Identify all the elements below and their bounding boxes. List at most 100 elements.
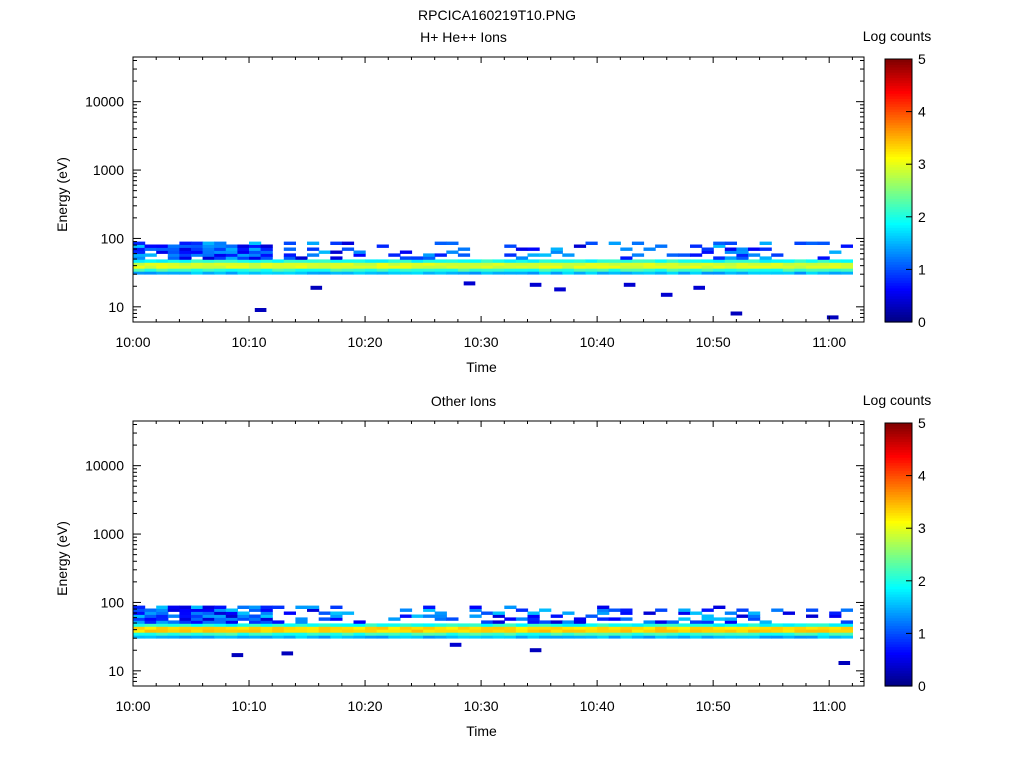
heatmap-cell (202, 247, 215, 251)
heatmap-cell (643, 623, 656, 627)
y-axis-label: Energy (eV) (54, 521, 70, 596)
heatmap-cell (713, 244, 726, 248)
heatmap-cell (643, 265, 656, 269)
heatmap-cell (666, 262, 679, 266)
heatmap-cell (214, 635, 227, 639)
heatmap-cell (527, 626, 540, 630)
heatmap-cell (249, 271, 262, 275)
heatmap-cell (423, 268, 436, 272)
heatmap-cell (260, 259, 273, 263)
heatmap-cell (631, 629, 645, 633)
heatmap-cell (469, 623, 482, 627)
heatmap-cell (156, 247, 169, 251)
heatmap-cell (748, 626, 761, 630)
heatmap-cell (318, 629, 331, 633)
x-tick-label: 10:00 (115, 698, 150, 714)
heatmap-cell (724, 256, 737, 260)
heatmap-cell (597, 635, 610, 639)
heatmap-cell (736, 262, 749, 266)
heatmap-cell (562, 635, 575, 639)
heatmap-cell (411, 635, 424, 639)
colorbar-tick-label: 4 (918, 468, 926, 484)
heatmap-cell (678, 265, 691, 269)
heatmap-cell (469, 632, 482, 636)
heatmap-cell (817, 626, 830, 630)
heatmap-cell (690, 620, 703, 624)
heatmap-cell (330, 632, 343, 636)
heatmap-cell (411, 614, 424, 618)
heatmap-cell (283, 626, 296, 630)
heatmap-cell (608, 268, 621, 272)
heatmap-cell (341, 623, 355, 627)
heatmap-cell (481, 635, 494, 639)
heatmap-cell (550, 620, 563, 624)
heatmap-cell (736, 268, 749, 272)
heatmap-cell (829, 259, 842, 263)
heatmap-cell (492, 629, 505, 633)
heatmap-cell (434, 632, 447, 636)
heatmap-cell (620, 271, 633, 275)
heatmap-cell (179, 614, 192, 618)
x-axis-label: Time (466, 723, 497, 739)
heatmap-cell (527, 632, 540, 636)
heatmap-cell (341, 632, 355, 636)
heatmap-cell (457, 262, 471, 266)
heatmap-cell (678, 623, 691, 627)
heatmap-cell (133, 605, 146, 609)
heatmap-cell (623, 282, 636, 287)
heatmap-cell (167, 250, 180, 254)
heatmap-cell (806, 629, 819, 633)
heatmap-cell (655, 268, 668, 272)
heatmap-cell (330, 241, 343, 245)
x-tick-label: 10:50 (696, 698, 731, 714)
heatmap-cell (690, 635, 703, 639)
heatmap-cell (307, 626, 320, 630)
heatmap-cell (202, 635, 215, 639)
heatmap-cell (237, 259, 250, 263)
heatmap-cell (678, 271, 691, 275)
heatmap-cell (156, 265, 169, 269)
heatmap-cell (608, 265, 621, 269)
heatmap-cell (550, 250, 563, 254)
heatmap-cell (608, 241, 621, 245)
heatmap-cell (133, 271, 146, 275)
heatmap-cell (782, 635, 795, 639)
heatmap-cell (376, 623, 389, 627)
heatmap-cell (446, 635, 459, 639)
heatmap-cell (318, 617, 331, 621)
heatmap-cell (283, 632, 296, 636)
heatmap-cell (481, 262, 494, 266)
heatmap-cell (191, 614, 204, 618)
heatmap-cell (724, 611, 737, 615)
heatmap-cell (631, 241, 645, 245)
y-tick-label: 100 (101, 230, 125, 246)
heatmap-cell (655, 623, 668, 627)
heatmap-cell (249, 617, 262, 621)
heatmap-cell (411, 626, 424, 630)
heatmap-cell (434, 629, 447, 633)
heatmap-cell (295, 632, 308, 636)
heatmap-cell (249, 635, 262, 639)
heatmap-cell (353, 268, 366, 272)
heatmap-cell (469, 265, 482, 269)
heatmap-cell (214, 268, 227, 272)
heatmap-cell (341, 262, 355, 266)
heatmap-cell (492, 259, 505, 263)
heatmap-cell (806, 632, 819, 636)
heatmap-cell (167, 623, 180, 627)
heatmap-cell (655, 262, 668, 266)
heatmap-cell (748, 617, 761, 621)
heatmap-cell (214, 608, 227, 612)
heatmap-cell (840, 259, 853, 263)
heatmap-cell (179, 250, 192, 254)
heatmap-cell (272, 626, 285, 630)
heatmap-cell (202, 620, 215, 624)
heatmap-cell (365, 626, 378, 630)
heatmap-cell (191, 250, 204, 254)
heatmap-cell (411, 268, 424, 272)
heatmap-cell (539, 608, 552, 612)
heatmap-cell (191, 265, 204, 269)
heatmap-cell (608, 259, 621, 263)
heatmap-cell (191, 632, 204, 636)
heatmap-cell (225, 271, 238, 275)
